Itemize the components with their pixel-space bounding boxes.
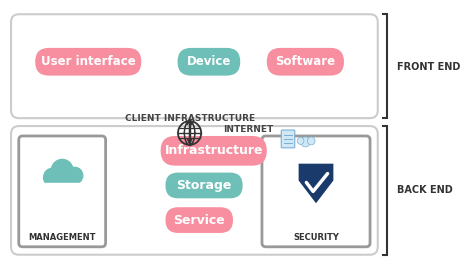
Text: User interface: User interface: [41, 55, 136, 68]
Circle shape: [51, 159, 74, 182]
Circle shape: [307, 137, 315, 145]
Text: Infrastructure: Infrastructure: [164, 144, 263, 157]
Circle shape: [43, 168, 62, 188]
Text: Software: Software: [275, 55, 336, 68]
Text: MANAGEMENT: MANAGEMENT: [28, 233, 96, 242]
Polygon shape: [299, 164, 333, 203]
FancyBboxPatch shape: [11, 126, 378, 255]
FancyBboxPatch shape: [165, 207, 233, 233]
Circle shape: [62, 173, 78, 188]
FancyBboxPatch shape: [262, 136, 370, 247]
Circle shape: [301, 137, 310, 147]
Text: CLIENT INFRASTRUCTURE: CLIENT INFRASTRUCTURE: [125, 114, 255, 123]
FancyBboxPatch shape: [161, 136, 267, 166]
Circle shape: [66, 167, 83, 184]
Text: FRONT END: FRONT END: [397, 62, 460, 72]
Text: SECURITY: SECURITY: [293, 233, 339, 242]
Text: Storage: Storage: [176, 179, 232, 192]
FancyBboxPatch shape: [11, 14, 378, 118]
Text: INTERNET: INTERNET: [223, 124, 273, 134]
FancyBboxPatch shape: [19, 136, 106, 247]
Text: Device: Device: [187, 55, 231, 68]
FancyBboxPatch shape: [267, 48, 344, 76]
FancyBboxPatch shape: [35, 48, 141, 76]
FancyBboxPatch shape: [178, 48, 240, 76]
FancyBboxPatch shape: [165, 173, 243, 198]
Circle shape: [51, 173, 66, 188]
Circle shape: [297, 138, 304, 144]
FancyBboxPatch shape: [281, 130, 295, 148]
Text: BACK END: BACK END: [397, 185, 453, 196]
Text: Service: Service: [173, 214, 225, 227]
